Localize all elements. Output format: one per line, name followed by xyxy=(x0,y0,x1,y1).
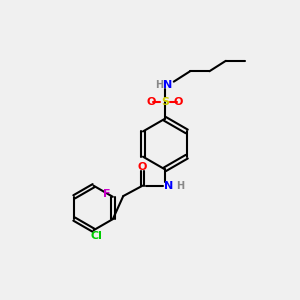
Text: O: O xyxy=(173,98,183,107)
Text: O: O xyxy=(138,162,147,172)
Text: F: F xyxy=(103,189,110,199)
Text: N: N xyxy=(163,80,172,90)
Text: H: H xyxy=(176,181,184,191)
Text: N: N xyxy=(164,181,173,191)
Text: H: H xyxy=(155,80,164,90)
Text: Cl: Cl xyxy=(91,231,102,241)
Text: O: O xyxy=(147,98,156,107)
Text: S: S xyxy=(161,98,169,107)
